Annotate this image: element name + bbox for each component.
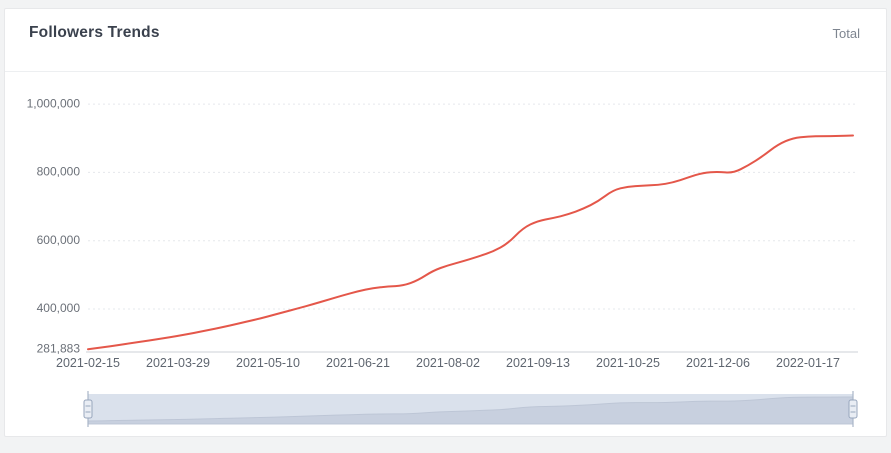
x-axis-tick-label: 2021-08-02 <box>416 356 480 370</box>
y-axis-tick-label: 1,000,000 <box>27 96 81 110</box>
brush-handle-grip <box>848 399 858 419</box>
card-header: Followers Trends Total <box>5 9 886 72</box>
series-total-label: Total <box>832 26 860 41</box>
y-axis-tick-label: 800,000 <box>37 165 81 179</box>
x-axis: 2021-02-15 2021-03-29 2021-05-10 2021-06-21… <box>56 356 840 370</box>
brush-right-handle[interactable] <box>848 391 858 427</box>
y-axis: 281,883 400,000 600,000 800,000 1,000,000 <box>27 96 856 355</box>
x-axis-tick-label: 2021-09-13 <box>506 356 570 370</box>
x-axis-tick-label: 2021-10-25 <box>596 356 660 370</box>
brush-handle-grip <box>83 399 93 419</box>
x-axis-tick-label: 2021-02-15 <box>56 356 120 370</box>
card-title: Followers Trends <box>29 24 160 41</box>
x-axis-tick-label: 2021-03-29 <box>146 356 210 370</box>
x-axis-tick-label: 2021-12-06 <box>686 356 750 370</box>
y-axis-tick-label: 400,000 <box>37 301 81 315</box>
followers-trends-card: Followers Trends Total <box>4 8 887 437</box>
data-zoom-slider <box>83 391 858 427</box>
brush-left-handle[interactable] <box>83 391 93 427</box>
y-axis-tick-label: 281,883 <box>37 341 81 355</box>
x-axis-tick-label: 2021-05-10 <box>236 356 300 370</box>
x-axis-tick-label: 2021-06-21 <box>326 356 390 370</box>
x-axis-tick-label: 2022-01-17 <box>776 356 840 370</box>
y-axis-tick-label: 600,000 <box>37 233 81 247</box>
brush-selected-region[interactable] <box>88 394 853 424</box>
brush-mini-area <box>87 396 854 425</box>
trend-line <box>87 134 854 351</box>
